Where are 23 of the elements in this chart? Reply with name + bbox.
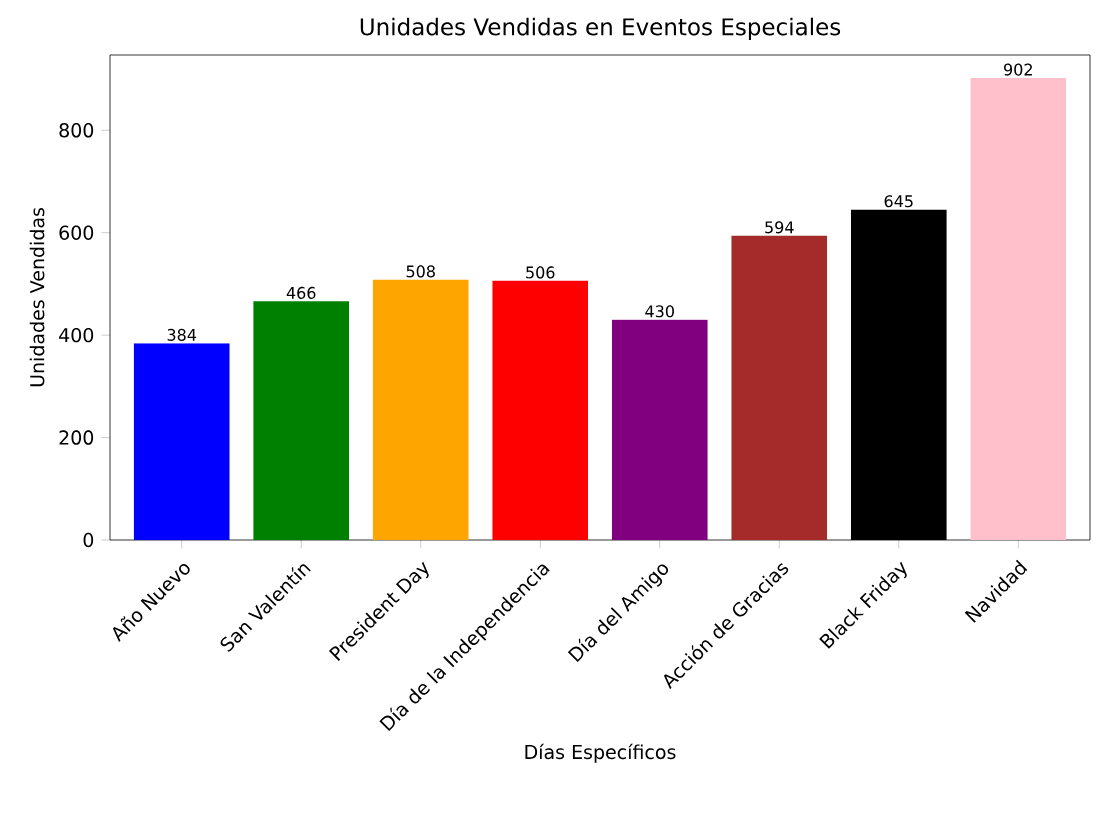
data-label: 508 [406,265,435,278]
y-tick-label: 600 [59,225,94,240]
data-label: 466 [286,286,316,299]
chart-title: Unidades Vendidas en Eventos Especiales [360,17,841,40]
bar [970,78,1067,540]
y-tick-label: 0 [83,532,94,548]
data-label: 645 [884,195,913,208]
data-label: 594 [765,221,794,234]
bar [253,301,350,540]
y-tick-label: 200 [59,430,94,445]
x-axis-title: Días Específicos [525,743,676,763]
y-tick-label: 400 [59,327,94,343]
data-label: 902 [1004,63,1032,76]
bar [492,280,589,540]
data-label: 506 [526,266,555,279]
data-label: 384 [167,328,197,341]
bar [133,343,230,540]
y-tick-label: 800 [59,123,94,138]
y-axis-title: Unidades Vendidas [29,207,45,387]
bar [731,235,828,540]
bar [372,279,469,540]
data-label: 430 [645,305,674,318]
bar [611,319,708,540]
